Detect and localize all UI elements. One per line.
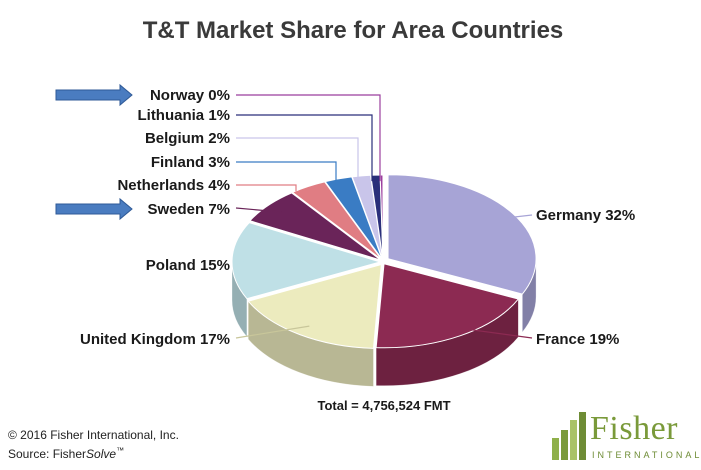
slice-netherlands xyxy=(291,181,382,260)
slice-germany xyxy=(387,174,537,295)
arrow-layer xyxy=(55,83,133,221)
logo-bars-icon xyxy=(552,412,586,460)
leader-united-kingdom xyxy=(235,325,310,339)
label-france: France 19% xyxy=(536,331,619,348)
label-poland: Poland 15% xyxy=(146,257,230,274)
leader-norway xyxy=(236,94,381,182)
label-sweden: Sweden 7% xyxy=(147,201,230,218)
source-prefix: Source: Fisher xyxy=(8,447,87,461)
slice-united-kingdom xyxy=(247,263,382,349)
highlight-arrow-sweden-icon xyxy=(55,197,133,221)
leader-poland xyxy=(235,260,250,265)
label-netherlands: Netherlands 4% xyxy=(117,177,230,194)
leader-belgium xyxy=(236,137,359,182)
leader-finland xyxy=(236,161,337,185)
label-layer: Germany 32% France 19% United Kingdom 17% P… xyxy=(80,87,635,348)
slice-france xyxy=(375,263,520,349)
source-tm: ™ xyxy=(116,446,125,455)
source-text: Source: FisherSolve™ xyxy=(8,446,124,461)
copyright-text: © 2016 Fisher International, Inc. xyxy=(8,428,179,442)
fisher-logo: Fisher INTERNATIONAL xyxy=(550,408,699,464)
label-united-kingdom: United Kingdom 17% xyxy=(80,331,230,348)
leader-lithuania xyxy=(236,114,373,182)
label-norway: Norway 0% xyxy=(150,87,230,104)
leader-layer xyxy=(235,94,533,339)
label-germany: Germany 32% xyxy=(536,207,635,224)
chart-title: T&T Market Share for Area Countries xyxy=(143,17,564,44)
label-belgium: Belgium 2% xyxy=(145,130,230,147)
leader-germany xyxy=(497,214,533,220)
pie-layer xyxy=(231,174,537,387)
source-italic: Solve xyxy=(86,447,117,461)
logo-word: Fisher xyxy=(590,410,678,447)
leader-sweden xyxy=(235,207,282,213)
slice-poland xyxy=(231,222,382,300)
logo-subtitle: INTERNATIONAL xyxy=(592,450,701,460)
highlight-arrow-norway-icon xyxy=(55,83,133,107)
label-finland: Finland 3% xyxy=(151,154,230,171)
label-lithuania: Lithuania 1% xyxy=(137,107,230,124)
leader-netherlands xyxy=(236,184,297,192)
leader-france xyxy=(451,326,533,339)
slice-sweden xyxy=(249,192,382,261)
total-label: Total = 4,756,524 FMT xyxy=(317,398,450,413)
